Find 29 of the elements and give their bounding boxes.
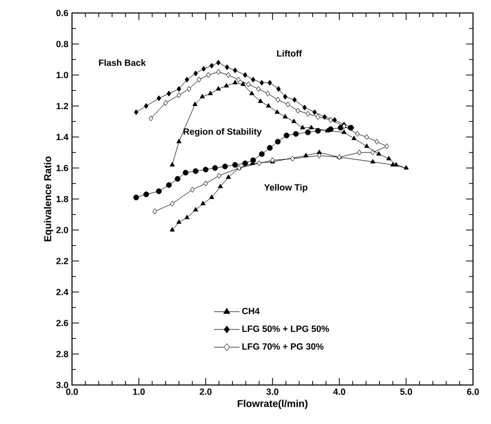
y-tick-label: 1.0: [56, 72, 68, 78]
y-tick-label: 1.8: [56, 196, 68, 202]
annotation: Liftoff: [277, 50, 302, 57]
x-tick-label: 6.0: [467, 388, 479, 395]
legend-label: CH4: [242, 308, 260, 314]
annotation: Region of Stability: [184, 128, 262, 137]
y-tick-label: 2.8: [56, 350, 68, 358]
y-tick-label: 2.6: [56, 320, 68, 326]
y-tick-label: 1.6: [56, 164, 68, 172]
y-tick-label: 2.2: [56, 258, 68, 264]
y-tick-label: 0.8: [56, 40, 68, 48]
x-tick-label: 4.0: [333, 388, 346, 395]
y-tick-label: 0.6: [56, 10, 68, 16]
x-tick-label: 2.0: [200, 388, 212, 395]
annotation: Flash Back: [99, 59, 146, 66]
y-tick-label: 3.0: [56, 382, 68, 388]
legend-label: LFG 50% + LPG 50%: [242, 326, 329, 332]
legend-label: LFG 70% + PG 30%: [242, 343, 324, 350]
x-tick-label: 0.0: [66, 388, 78, 395]
x-tick-label: 1.0: [133, 388, 145, 395]
y-tick-label: 1.2: [56, 102, 68, 110]
y-axis-title: Equivalence Ratio: [44, 156, 54, 242]
y-tick-label: 1.4: [56, 134, 68, 140]
y-tick-label: 2.4: [56, 288, 68, 296]
x-tick-label: 5.0: [400, 388, 412, 395]
y-tick-label: 2.0: [56, 226, 68, 234]
x-axis-title: Flowrate(l/min): [238, 400, 308, 410]
x-tick-label: 3.0: [266, 388, 278, 395]
annotation: Yellow Tip: [264, 184, 308, 192]
